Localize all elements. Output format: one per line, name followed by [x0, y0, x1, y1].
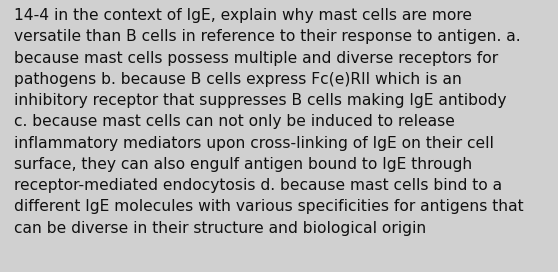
Text: 14-4 in the context of IgE, explain why mast cells are more
versatile than B cel: 14-4 in the context of IgE, explain why … — [14, 8, 523, 236]
